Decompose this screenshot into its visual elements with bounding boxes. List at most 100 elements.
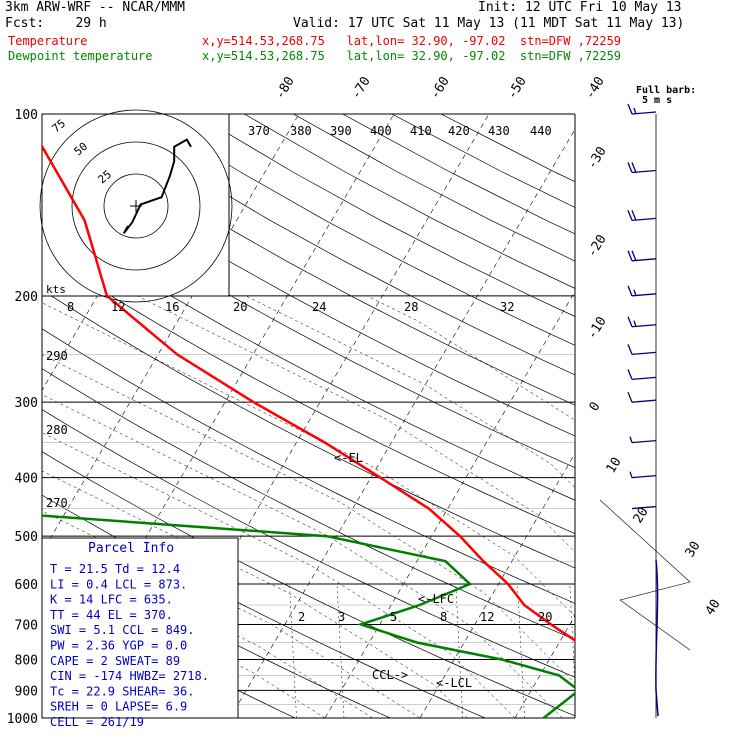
wind-profile-guide xyxy=(599,499,691,651)
model-title: 3km ARW-WRF -- NCAR/MMM xyxy=(5,0,186,15)
isotherm-label: 40 xyxy=(703,597,724,618)
barb-legend-units: 5 m s xyxy=(642,95,673,106)
wind-barb-shaft xyxy=(631,439,657,444)
wind-barb-flag xyxy=(627,250,633,262)
isotherm-label: 0 xyxy=(587,400,604,415)
mixing-ratio-label: 20 xyxy=(538,610,552,624)
pressure-tick-label: 300 xyxy=(15,396,38,411)
wind-barb xyxy=(627,250,657,262)
dewpoint-legend-info: x,y=514.53,268.75 lat,lon= 32.90, -97.02… xyxy=(202,49,622,63)
forecast-hour: Fcst: 29 h xyxy=(5,16,107,31)
wind-barb-shaft xyxy=(631,474,657,479)
wind-barb xyxy=(629,471,657,479)
level-marker-label: CCL-> xyxy=(372,668,408,682)
parcel-info-row: SWI = 5.1 CCL = 849. xyxy=(50,623,195,637)
parcel-info-row: Tc = 22.9 SHEAR= 36. xyxy=(50,684,195,698)
pressure-tick-label: 600 xyxy=(15,578,38,593)
wind-barb-flag xyxy=(633,289,637,297)
theta-side-label: 270 xyxy=(46,496,68,510)
wind-barb-flag xyxy=(627,316,633,327)
wind-barb xyxy=(627,391,657,403)
parcel-info-row: CIN = -174 HWBZ= 2718. xyxy=(50,669,209,683)
parcel-info-box xyxy=(41,537,239,719)
dry-adiabat xyxy=(342,114,575,235)
wind-barb xyxy=(629,436,657,444)
wind-barb-flag xyxy=(631,210,637,221)
parcel-info-row: T = 21.5 Td = 12.4 xyxy=(50,562,180,576)
dry-adiabat xyxy=(293,114,575,262)
level-marker-label: <-LFC xyxy=(418,592,454,606)
isotherm-label: 20 xyxy=(631,505,652,526)
isotherm-label: -20 xyxy=(585,232,610,260)
valid-time: Valid: 17 UTC Sat 11 May 13 (11 MDT Sat … xyxy=(293,16,685,31)
pressure-tick-label: 1000 xyxy=(7,712,38,727)
level-marker-label: <-EL xyxy=(334,451,363,465)
wind-barb-flag xyxy=(633,107,637,115)
wind-barb-flag xyxy=(627,162,633,173)
pressure-tick-label: 800 xyxy=(15,653,38,668)
mixing-ratio-line xyxy=(455,583,463,718)
isotherm-line xyxy=(0,114,14,718)
mixing-ratio-label: 12 xyxy=(480,610,494,624)
theta-label: 390 xyxy=(330,124,352,138)
wind-barb-flag xyxy=(629,471,633,478)
level-marker-label: <-LCL xyxy=(436,676,472,690)
isotherm-label: -30 xyxy=(585,144,610,172)
theta-label: 380 xyxy=(290,124,312,138)
hodograph-speed-label: 8 xyxy=(67,300,74,314)
wind-barb-flag xyxy=(631,162,637,173)
theta-side-label: 290 xyxy=(46,349,68,363)
mixing-ratio-line xyxy=(289,583,297,718)
pressure-tick-label: 100 xyxy=(15,108,38,123)
parcel-info-row: K = 14 LFC = 635. xyxy=(50,593,173,607)
temperature-legend-info: x,y=514.53,268.75 lat,lon= 32.90, -97.02… xyxy=(202,34,622,48)
hodograph-ring xyxy=(39,109,233,303)
wind-barb-flag xyxy=(627,369,633,380)
moist-adiabat xyxy=(42,470,468,718)
pressure-tick-label: 900 xyxy=(15,684,38,699)
mixing-ratio-line xyxy=(517,583,525,718)
isotherm-label: 10 xyxy=(604,455,625,476)
parcel-info-title: Parcel Info xyxy=(88,541,174,556)
hodograph-speed-label: 16 xyxy=(165,300,179,314)
wind-barb-flag xyxy=(627,344,633,355)
isotherm-line xyxy=(705,114,740,718)
isotherm-line xyxy=(514,615,575,718)
parcel-info-row: CAPE = 2 SWEAT= 89 xyxy=(50,654,180,668)
wind-barb xyxy=(627,210,657,222)
wind-barb-flag xyxy=(631,250,637,262)
mixing-ratio-line xyxy=(569,583,575,690)
wind-barb-flag xyxy=(629,436,633,443)
hodograph-speed-label: 20 xyxy=(233,300,247,314)
pressure-tick-label: 700 xyxy=(15,618,38,633)
dry-adiabat xyxy=(244,114,575,289)
theta-label: 410 xyxy=(410,124,432,138)
isotherm-label: -50 xyxy=(505,74,530,102)
wind-barb-flag xyxy=(627,103,633,115)
hodograph-units: kts xyxy=(46,283,66,296)
theta-label: 370 xyxy=(248,124,270,138)
isotherm-label: 30 xyxy=(683,539,704,560)
hodograph-trace xyxy=(122,138,192,234)
theta-label: 440 xyxy=(530,124,552,138)
mixing-ratio-label: 3 xyxy=(338,610,345,624)
barb-legend-title: Full barb: xyxy=(636,85,697,96)
isotherm-label: -80 xyxy=(273,74,298,102)
isotherm-label: -60 xyxy=(428,74,453,102)
wind-barb xyxy=(627,344,657,356)
theta-side-label: 280 xyxy=(46,423,68,437)
theta-label: 430 xyxy=(488,124,510,138)
mixing-ratio-line xyxy=(646,584,653,718)
theta-label: 420 xyxy=(448,124,470,138)
wind-barb xyxy=(627,316,657,328)
wind-barb xyxy=(627,103,657,115)
hodograph-speed-label: 12 xyxy=(111,300,125,314)
moist-adiabat xyxy=(245,295,575,489)
wind-barb xyxy=(627,162,657,174)
dewpoint-curve xyxy=(42,514,575,718)
temperature-curve xyxy=(42,143,575,642)
wind-barb xyxy=(631,505,657,510)
isotherm-line xyxy=(610,114,740,718)
pressure-tick-label: 400 xyxy=(15,472,38,487)
